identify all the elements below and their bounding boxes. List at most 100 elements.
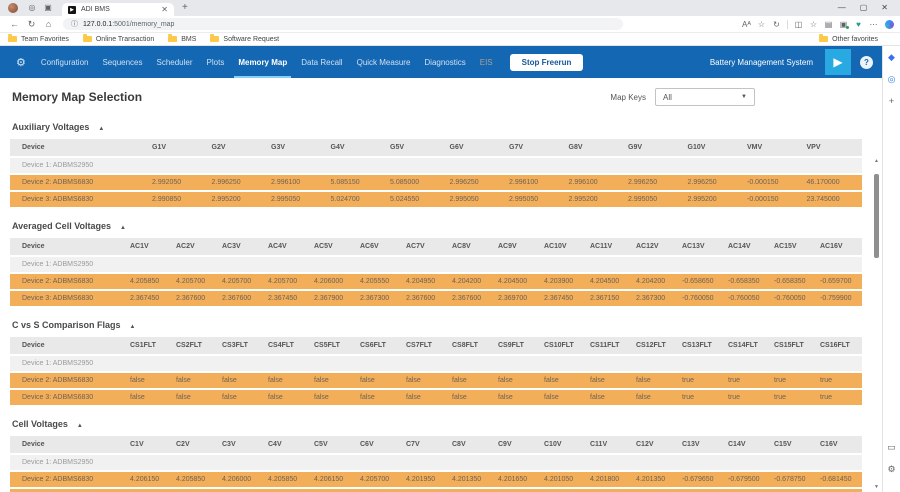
value-cell: 2.367900 [310,291,356,306]
map-keys-value: All [663,93,672,102]
table-row[interactable]: Device 2: ADBMS68302.9920502.9962502.996… [10,175,862,190]
value-cell [624,158,684,173]
settings-gear-icon[interactable]: ⚙ [16,46,26,78]
table-row[interactable]: Device 1: ADBMS2950 [10,158,862,173]
value-cell: 4.204200 [448,274,494,289]
value-cell: 2.367450 [540,291,586,306]
value-cell: true [816,373,862,388]
split-screen-icon[interactable]: ◫ [791,20,806,29]
value-cell: 2.995050 [505,192,565,207]
back-icon[interactable]: ← [6,19,23,29]
nav-item-sequences[interactable]: Sequences [95,46,149,78]
value-cell [264,455,310,470]
browser-tab[interactable]: ▶ ADI BMS ✕ [62,3,174,16]
table-row[interactable]: Device 1: ADBMS2950 [10,455,862,470]
section-title[interactable]: Cell Voltages▲ [10,419,872,429]
value-cell: false [448,373,494,388]
screen-share-icon[interactable]: ▭ [887,442,896,452]
collapse-icon[interactable]: ▲ [77,423,83,429]
table-row[interactable]: Device 3: ADBMS68302.9908502.9952002.995… [10,192,862,207]
rewrite-icon[interactable]: ↻ [769,20,784,29]
collapse-icon[interactable]: ▲ [130,324,136,330]
column-header: G8V [565,139,625,156]
more-icon[interactable]: ⋯ [866,20,881,29]
new-tab-button[interactable]: + [182,2,188,14]
section-title[interactable]: Auxiliary Voltages▲ [10,122,872,132]
section-title[interactable]: C vs S Comparison Flags▲ [10,320,872,330]
table-row[interactable]: Device 3: ADBMS68302.3674502.3676002.367… [10,291,862,306]
map-keys-select[interactable]: All ▼ [655,88,755,106]
value-cell: 2.367450 [264,291,310,306]
value-cell: 2.996100 [565,175,625,190]
add-sidebar-item-icon[interactable]: + [889,96,894,106]
value-cell: false [356,390,402,405]
close-button[interactable]: ✕ [881,1,888,15]
profile-avatar[interactable] [8,3,18,13]
bookmark-bms[interactable]: BMS [168,36,196,43]
other-favorites[interactable]: Other favorites [819,36,878,43]
nav-item-eis[interactable]: EIS [473,46,500,78]
device-cell: Device 3: ADBMS6830 [10,192,148,207]
value-cell [402,455,448,470]
refresh-icon[interactable]: ↻ [23,19,40,30]
site-info-icon[interactable]: ⓘ [71,19,78,29]
device-cell: Device 2: ADBMS6830 [10,472,126,487]
m365-icon[interactable]: ◎ [888,74,896,84]
value-cell: false [494,390,540,405]
copilot-icon[interactable]: ◆ [888,52,895,62]
page-scrollbar[interactable]: ▲ ▼ [873,158,880,490]
minimize-button[interactable]: — [838,1,846,15]
scroll-down-icon[interactable]: ▼ [873,484,880,490]
nav-item-memory-map[interactable]: Memory Map [231,46,294,78]
table-row[interactable]: Device 2: ADBMS68304.2061504.2058504.206… [10,472,862,487]
extensions-icon[interactable]: ▣ [836,20,851,29]
browser-essentials-icon[interactable]: ♥ [851,20,866,29]
scroll-up-icon[interactable]: ▲ [873,158,880,164]
home-icon[interactable]: ⌂ [40,19,57,29]
copilot-icon[interactable] [885,20,894,29]
bookmark-online-transaction[interactable]: Online Transaction [83,36,154,43]
value-cell [678,356,724,371]
tab-group-icon[interactable]: ▣ [40,1,56,15]
close-tab-icon[interactable]: ✕ [161,5,168,14]
value-cell: 4.205850 [126,274,172,289]
value-cell [494,257,540,272]
collapse-icon[interactable]: ▲ [120,225,126,231]
table-row[interactable]: Device 2: ADBMS68304.2058504.2057004.205… [10,274,862,289]
table-row[interactable]: Device 1: ADBMS2950 [10,356,862,371]
sidebar-settings-icon[interactable]: ⚙ [887,464,895,474]
nav-item-plots[interactable]: Plots [200,46,232,78]
help-icon[interactable]: ? [860,56,873,69]
device-cell: Device 1: ADBMS2950 [10,356,126,371]
nav-item-data-recall[interactable]: Data Recall [294,46,349,78]
column-header: CS15FLT [770,337,816,354]
stop-freerun-button[interactable]: Stop Freerun [510,54,584,71]
table-row[interactable]: Device 3: ADBMS6830falsefalsefalsefalsef… [10,390,862,405]
bookmark-team-favorites[interactable]: Team Favorites [8,36,69,43]
maximize-button[interactable]: ▢ [860,1,868,15]
bookmark-software-request[interactable]: Software Request [210,36,279,43]
value-cell [264,257,310,272]
value-cell: 2.992050 [148,175,208,190]
value-cell: 2.367150 [586,291,632,306]
value-cell [356,455,402,470]
sections-container: Auxiliary Voltages▲DeviceG1VG2VG3VG4VG5V… [0,122,882,492]
table-row[interactable]: Device 1: ADBMS2950 [10,257,862,272]
scrollbar-thumb[interactable] [874,174,879,258]
collections-icon[interactable]: ▤ [821,20,836,29]
bookmarks-bar: Team Favorites Online Transaction BMS Softw… [0,33,900,46]
nav-item-scheduler[interactable]: Scheduler [150,46,200,78]
nav-item-quick-measure[interactable]: Quick Measure [350,46,418,78]
add-favorite-icon[interactable]: ☆ [754,20,769,29]
nav-item-diagnostics[interactable]: Diagnostics [417,46,472,78]
collapse-icon[interactable]: ▲ [98,126,104,132]
value-cell [586,455,632,470]
nav-item-configuration[interactable]: Configuration [34,46,96,78]
address-bar[interactable]: ⓘ 127.0.0.1 :5001/memory_map [63,18,623,30]
section-title[interactable]: Averaged Cell Voltages▲ [10,221,872,231]
read-aloud-icon[interactable]: Aᴬ [739,20,754,29]
table-row[interactable]: Device 2: ADBMS6830falsefalsefalsefalsef… [10,373,862,388]
workspaces-icon[interactable]: ◎ [24,1,40,15]
value-cell [565,158,625,173]
favorites-icon[interactable]: ☆ [806,20,821,29]
